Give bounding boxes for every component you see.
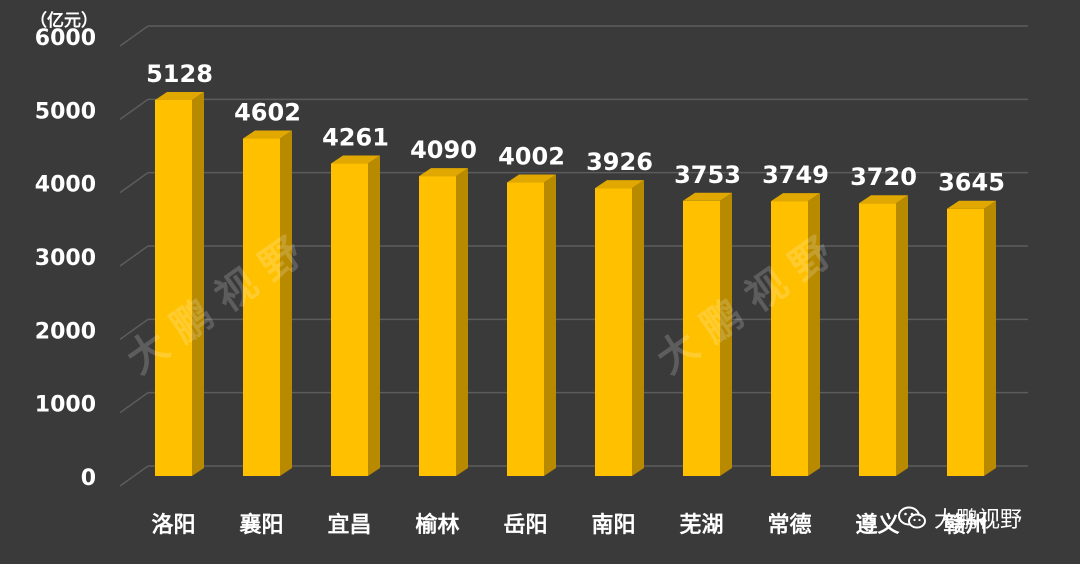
bar <box>595 180 644 477</box>
bar-front <box>507 182 544 476</box>
bar <box>683 192 732 476</box>
data-label: 4090 <box>410 136 477 164</box>
bar <box>155 91 204 477</box>
bar-front <box>683 200 720 476</box>
y-tick-label: 2000 <box>35 319 96 344</box>
bar-front <box>419 176 456 477</box>
bar-side <box>720 192 732 476</box>
x-tick-label: 宜昌 <box>327 512 371 538</box>
bar-front <box>331 163 368 476</box>
bar <box>419 168 468 477</box>
gridline-diag <box>119 25 149 47</box>
y-tick-label: 6000 <box>35 26 96 51</box>
data-label: 4002 <box>498 143 565 171</box>
y-tick-label: 3000 <box>35 246 96 271</box>
bar-side <box>896 195 908 476</box>
bar <box>331 155 380 476</box>
x-tick-label: 洛阳 <box>151 512 195 538</box>
gridline-diag <box>119 172 149 194</box>
brand: 大鹏视野 <box>898 502 1022 534</box>
bar-side <box>808 193 820 476</box>
bar-front <box>243 138 280 476</box>
data-label: 3720 <box>850 163 917 191</box>
bar-top <box>947 200 996 209</box>
data-label: 3749 <box>762 161 829 189</box>
y-tick-label: 0 <box>81 466 96 491</box>
bar-side <box>984 200 996 476</box>
data-label: 4602 <box>234 99 301 127</box>
bar-front <box>859 203 896 476</box>
bar-top <box>243 130 292 139</box>
gridline-diag <box>119 465 149 487</box>
x-tick-label: 赣州 <box>943 512 987 538</box>
y-tick-label: 4000 <box>35 173 96 198</box>
bar-side <box>456 168 468 477</box>
bar-top <box>683 192 732 201</box>
data-label: 5128 <box>146 60 213 88</box>
bar-front <box>595 188 632 477</box>
bar-top <box>771 193 820 202</box>
x-axis-ticks: 洛阳 襄阳 宜昌 榆林 岳阳 南阳 芜湖 常德 遵义 赣州 <box>151 512 987 538</box>
brand-text: 大鹏视野 <box>934 508 1023 533</box>
gridline-diag <box>119 98 149 120</box>
bar-top <box>155 91 204 100</box>
data-label: 4261 <box>322 124 389 152</box>
data-label: 3926 <box>586 148 653 176</box>
bar-front <box>155 99 192 477</box>
bar <box>859 195 908 476</box>
wechat-icon <box>898 506 926 529</box>
bar-top <box>331 155 380 164</box>
x-tick-label: 南阳 <box>591 513 635 538</box>
y-tick-label: 1000 <box>35 393 96 418</box>
bar-top <box>419 168 468 177</box>
gridline-diag <box>119 392 149 414</box>
data-label: 3645 <box>938 169 1005 197</box>
bar-front <box>947 208 984 476</box>
data-labels: 5128 4602 4261 4090 4002 3926 3753 3749 3720 3645 <box>146 60 1005 197</box>
x-tick-label: 芜湖 <box>679 513 723 538</box>
bar <box>243 130 292 476</box>
bar-top <box>859 195 908 204</box>
gridline-diag <box>119 245 149 267</box>
bar-side <box>280 130 292 476</box>
bar-side <box>632 180 644 477</box>
y-axis-ticks: 0 1000 2000 3000 4000 5000 6000 <box>35 26 96 491</box>
x-tick-label: 榆林 <box>415 512 459 538</box>
x-tick-label: 岳阳 <box>503 513 547 538</box>
y-tick-label: 5000 <box>35 99 96 124</box>
gridline-diag <box>119 318 149 340</box>
bar <box>947 200 996 476</box>
bar-top <box>595 180 644 189</box>
x-tick-label: 遵义 <box>855 512 899 538</box>
x-tick-label: 襄阳 <box>238 512 283 538</box>
gridlines <box>119 25 1028 487</box>
bar-front <box>771 201 808 476</box>
bar <box>507 174 556 476</box>
data-label: 3753 <box>674 161 741 189</box>
bar <box>771 193 820 476</box>
unit-label: （亿元） <box>30 11 98 31</box>
bar-top <box>507 174 556 183</box>
x-tick-label: 常德 <box>767 512 811 538</box>
bar-side <box>544 174 556 476</box>
bar-side <box>192 91 204 477</box>
bar-side <box>368 155 380 476</box>
bars <box>155 91 996 477</box>
